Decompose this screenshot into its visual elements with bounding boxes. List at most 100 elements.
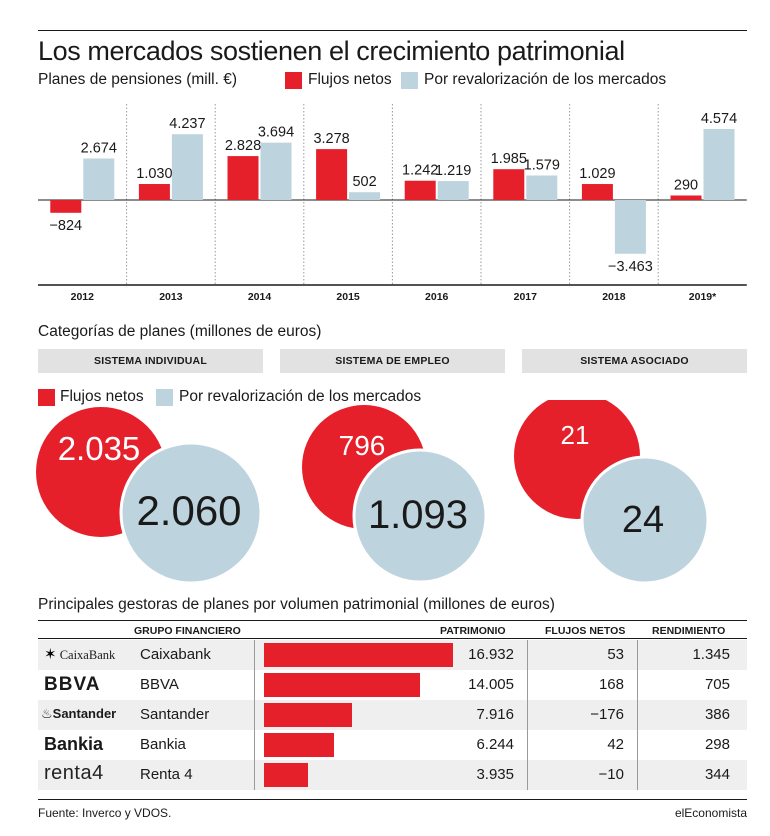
bar-flujos-2018 (581, 184, 613, 200)
patrimonio-bar (264, 673, 420, 697)
legend-flujos-swatch (285, 72, 302, 89)
bubble-revalorizacion (352, 448, 488, 584)
bubble-revalorizacion-label: 2.060 (136, 487, 241, 534)
bar-revalorizacion-2012 (83, 158, 115, 200)
flujos-value: 53 (607, 646, 624, 663)
bar-revalorizacion-2019 (703, 129, 735, 200)
rendimiento-value: 344 (704, 766, 730, 783)
label-revalorizacion-2014: 3.694 (258, 125, 294, 141)
table-header-rule (38, 638, 747, 639)
rendimiento-value: 1.345 (692, 646, 730, 663)
patrimonio-value: 6.244 (476, 736, 514, 753)
bubble-revalorizacion (119, 441, 263, 585)
label-flujos-2015: 3.278 (313, 131, 349, 147)
col-separator (254, 640, 255, 790)
group-header-individual: SISTEMA INDIVIDUAL (38, 349, 263, 373)
x-tick-label: 2016 (425, 291, 449, 303)
brand-logo: elEconomista (674, 806, 747, 820)
legend-revalorizacion-label: Por revalorización de los mercados (424, 71, 667, 88)
x-tick-label: 2017 (514, 291, 538, 303)
bar-revalorizacion-2013 (171, 134, 203, 200)
x-tick-label: 2013 (159, 291, 183, 303)
caixabank-star-icon: ✶ (44, 647, 57, 663)
bankia-logo: Bankia (44, 734, 104, 754)
row-name: BBVA (140, 676, 179, 693)
chart-title: Planes de pensiones (mill. €) (38, 71, 238, 88)
bar-revalorizacion-2018 (614, 200, 646, 254)
legend-flujos-label: Flujos netos (308, 71, 392, 88)
label-flujos-2012: −824 (49, 218, 82, 234)
x-tick-label: 2019* (689, 291, 717, 303)
top-rule (38, 30, 747, 31)
x-tick-label: 2015 (336, 291, 360, 303)
x-tick-label: 2012 (71, 291, 95, 303)
flujos-value: −176 (590, 706, 624, 723)
santander-logo: ♨Santander (41, 706, 117, 721)
label-revalorizacion-2018: −3.463 (608, 259, 653, 275)
bubble-revalorizacion-label: 1.093 (368, 493, 468, 537)
bar-revalorizacion-2015 (349, 192, 381, 200)
legend2-flujos-swatch (38, 389, 55, 406)
caixabank-logo: ✶ CaixaBank (44, 647, 116, 663)
gestoras-title: Principales gestoras de planes por volum… (38, 596, 555, 613)
bar-flujos-2017 (493, 169, 525, 200)
patrimonio-bar (264, 763, 308, 787)
bubble-flujos-label: 21 (561, 420, 590, 450)
row-name: Renta 4 (140, 766, 193, 783)
col-separator (637, 640, 638, 790)
patrimonio-value: 7.916 (476, 706, 514, 723)
bar-flujos-2014 (227, 156, 259, 200)
flujos-value: 168 (598, 676, 624, 693)
bar-revalorizacion-2017 (526, 175, 558, 200)
bar-flujos-2012 (50, 200, 82, 213)
categorias-title: Categorías de planes (millones de euros) (38, 323, 322, 340)
bar-flujos-2019 (670, 195, 702, 200)
label-revalorizacion-2016: 1.219 (435, 163, 471, 179)
rendimiento-value: 298 (704, 736, 730, 753)
page-title: Los mercados sostienen el crecimiento pa… (38, 36, 625, 66)
group-header-asociado: SISTEMA ASOCIADO (522, 349, 747, 373)
col-header-flujos: FLUJOS NETOS (545, 625, 626, 637)
bubble-revalorizacion (580, 455, 710, 585)
rendimiento-value: 386 (704, 706, 730, 723)
rendimiento-value: 705 (704, 676, 730, 693)
bubble-revalorizacion-label: 24 (622, 499, 664, 541)
legend2-revalorizacion-label: Por revalorización de los mercados (179, 388, 422, 405)
row-name: Bankia (140, 736, 186, 753)
label-revalorizacion-2015: 502 (352, 174, 376, 190)
bubble-flujos-label: 796 (339, 430, 386, 461)
legend2-flujos-label: Flujos netos (60, 388, 144, 405)
bar-flujos-2016 (404, 180, 436, 200)
bbva-logo: BBVA (44, 674, 101, 695)
patrimonio-bar (264, 733, 334, 757)
table-top-rule (38, 620, 747, 621)
col-header-grupo: GRUPO FINANCIERO (134, 625, 241, 637)
col-header-patrimonio: PATRIMONIO (440, 625, 506, 637)
label-flujos-2017: 1.985 (491, 151, 527, 167)
flujos-value: −10 (598, 766, 624, 783)
bar-revalorizacion-2014 (260, 142, 292, 200)
footer-rule (38, 799, 747, 800)
table-row (38, 760, 747, 790)
x-tick-label: 2014 (248, 291, 272, 303)
bar-flujos-2013 (138, 184, 170, 200)
santander-flame-icon: ♨ (41, 706, 53, 721)
label-revalorizacion-2019: 4.574 (701, 111, 737, 127)
label-flujos-2013: 1.030 (136, 166, 172, 182)
patrimonio-bar (264, 643, 453, 667)
table-row (38, 700, 747, 730)
bar-flujos-2015 (316, 149, 348, 200)
patrimonio-value: 16.932 (468, 646, 514, 663)
bubble-flujos-label: 2.035 (58, 430, 141, 467)
patrimonio-bar (264, 703, 352, 727)
categorias-bubble-chart: 2.035 2.060 796 1.093 21 24 (36, 400, 710, 585)
col-header-rendimiento: RENDIMIENTO (652, 625, 726, 637)
x-tick-label: 2018 (602, 291, 626, 303)
patrimonio-value: 14.005 (468, 676, 514, 693)
legend2-revalorizacion-swatch (156, 389, 173, 406)
flujos-value: 42 (607, 736, 624, 753)
label-flujos-2018: 1.029 (579, 166, 615, 182)
legend-revalorizacion-swatch (401, 72, 418, 89)
group-header-empleo: SISTEMA DE EMPLEO (280, 349, 505, 373)
label-flujos-2016: 1.242 (402, 163, 438, 179)
